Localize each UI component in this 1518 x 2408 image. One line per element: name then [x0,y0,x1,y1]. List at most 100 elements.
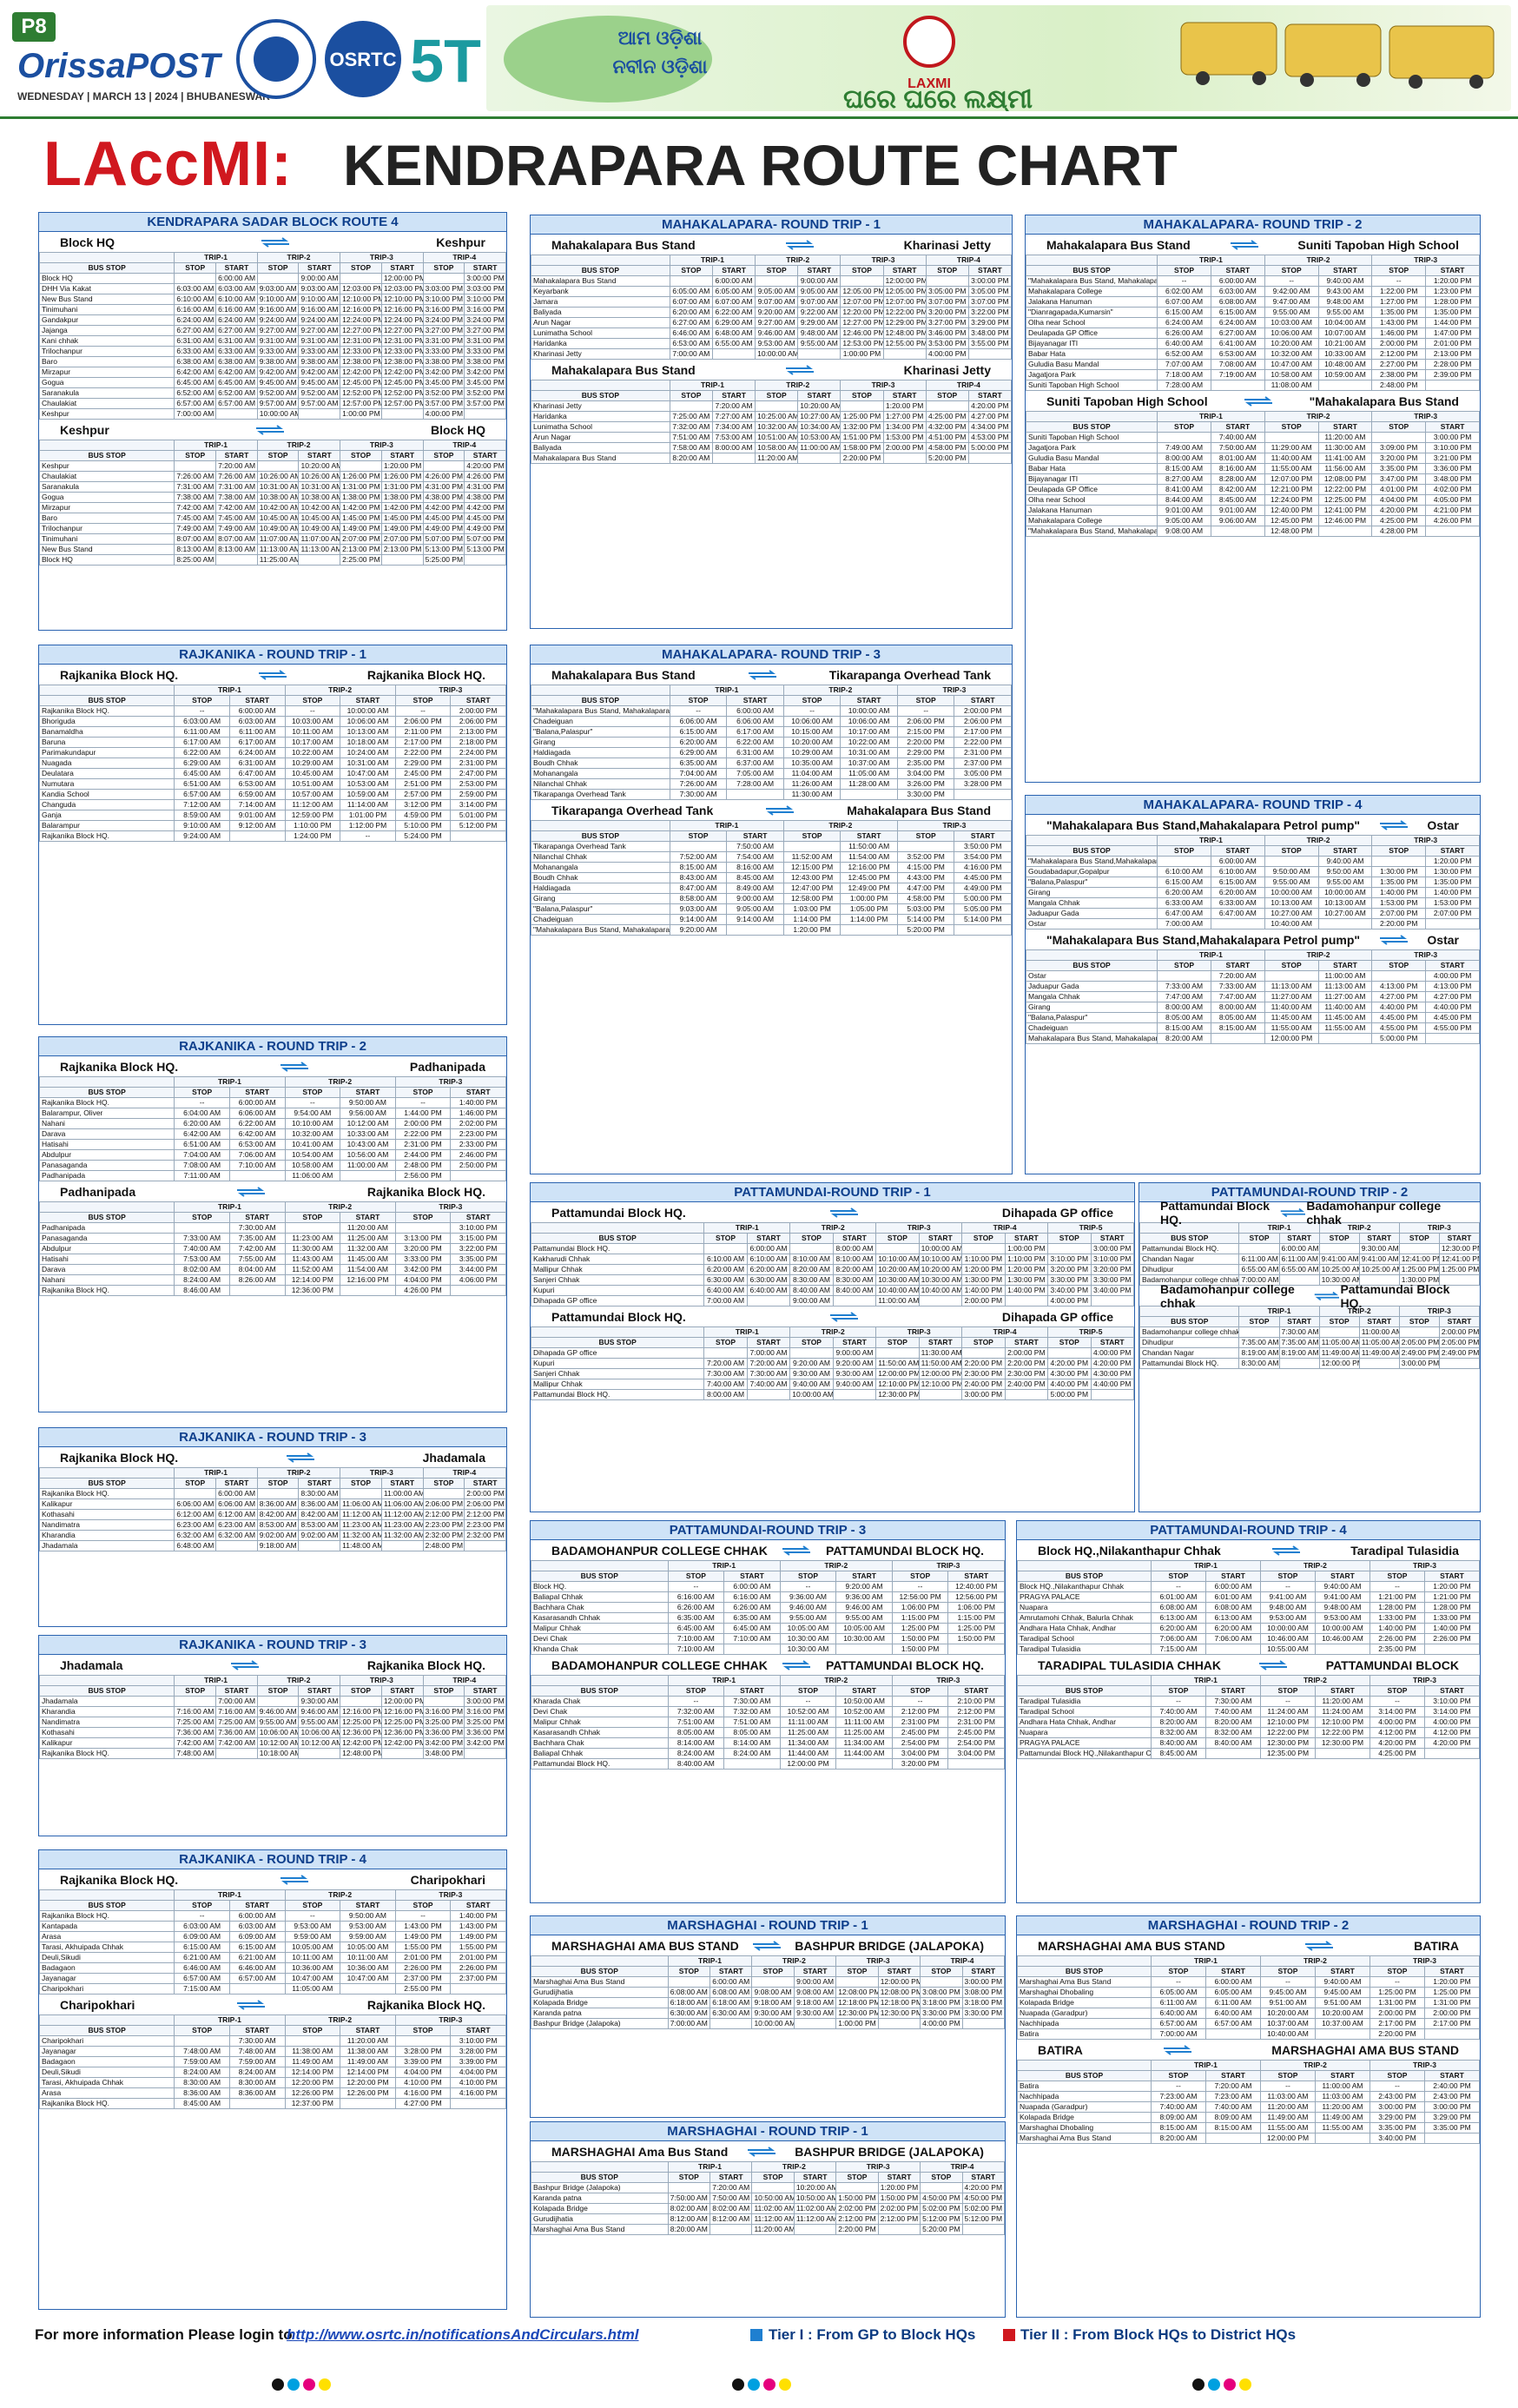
route-arrow [782,1545,811,1556]
time: 6:40:00 AM [703,1285,748,1296]
time: 9:59:00 AM [340,1931,396,1942]
bus-stop: "Mahakalapara Bus Stand, Mahakalapara CH… [1026,275,1158,287]
time: 2:26:00 PM [394,1962,452,1974]
timetable-row: Block HQ.,Nilakanthapur Chhak -- 6:00:00 A… [1017,1581,1480,1592]
time: 8:02:00 AM [667,2203,711,2214]
time: 10:10:00 AM [875,1254,920,1265]
time: 1:43:00 PM [1371,317,1427,328]
bus-stop: "Dianragapada,Kumarsin" [1026,307,1158,318]
column-header: START [961,2172,1005,2183]
header-cell [531,380,670,391]
time: 4:42:00 PM [464,502,506,513]
bus-stop: Parimakundapur [39,747,175,758]
time: 10:38:00 AM [298,492,341,503]
time: 12:53:00 PM [840,338,884,349]
time: 7:15:00 AM [174,1983,230,1995]
time: 7:42:00 AM [215,502,258,513]
time: 8:12:00 AM [667,2213,711,2225]
route-endpoints: Mahakalapara Bus Stand Tikarapanga Overhe… [531,665,1012,685]
time: 1:42:00 PM [340,502,382,513]
time: 1:49:00 PM [380,523,424,534]
time: 8:14:00 AM [667,1737,725,1749]
column-header: STOP [961,1337,1006,1348]
column-header: START [1423,1571,1480,1582]
bus-stop: Dihapada GP office [531,1347,705,1359]
time: 10:06:00 AM [1264,327,1319,339]
tagline: ଘରେ ଘରେ ଲକ୍ଷ୍ମୀ [843,85,1033,111]
column-header: BUS STOP [531,265,670,276]
time: 11:05:00 AM [840,768,898,779]
time: 3:14:00 PM [450,799,506,810]
time: 1:00:00 PM [340,408,382,420]
time: 7:40:00 AM [1210,432,1265,443]
timetable-row: Deuli,Sikudi 6:21:00 AM 6:21:00 AM 10:11:00… [39,1952,506,1963]
bus-stop: Goudabadapur,Gopalpur [1026,866,1158,877]
time [1238,1326,1280,1338]
time [789,1347,834,1359]
bus-stop: Kupuri [531,1285,705,1296]
bus-stop: Kandia School [39,789,175,800]
time: 6:22:00 AM [726,737,784,748]
time: 8:27:00 AM [1157,473,1211,485]
time: 10:32:00 AM [284,1128,341,1140]
route-arrow [237,1999,266,2010]
route-arrow [1163,2044,1191,2055]
time: 2:40:00 PM [1004,1379,1049,1390]
footer-url[interactable]: http://www.osrtc.in/notificationsAndCirc… [287,2326,639,2343]
column-header: START [1314,1966,1370,1977]
time: 11:38:00 AM [284,2046,341,2057]
time: 9:14:00 AM [669,914,728,925]
time: 5:01:00 PM [450,810,506,821]
time: 6:40:00 AM [746,1285,791,1296]
time: 6:31:00 AM [228,757,286,769]
bus-stop: Chandan Nagar [1139,1347,1240,1359]
timetable-row: Marshaghai Ama Bus Stand -- 6:00:00 AM -- 9:… [1017,1976,1480,1988]
trip-header: TRIP-1 [174,1467,258,1479]
time: 9:24:00 AM [298,314,341,326]
trip-header-row: TRIP-1 TRIP-2 TRIP-3 [39,685,506,696]
time: 9:42:00 AM [256,367,300,378]
time: 6:23:00 AM [215,1519,258,1531]
time [1423,1644,1480,1655]
time: 6:13:00 AM [1150,1612,1206,1624]
timetable: TRIP-1 TRIP-2 TRIP-3 TRIP-4 BUS STOP STOP STAR… [39,1675,506,1759]
timetable-row: Jagatjora Park 7:49:00 AM 7:50:00 AM 11:29:… [1026,442,1480,453]
time: 3:31:00 PM [422,335,465,347]
time: 7:08:00 AM [1210,359,1265,370]
time: 9:38:00 AM [256,356,300,367]
time: 10:31:00 AM [256,481,300,493]
time [228,1170,286,1181]
advert-art: ଆମ ଓଡ଼ିଶା ନବୀନ ଓଡ଼ିଶା LAXMI ଘରେ ଘରେ ଲକ୍ଷ… [504,16,1495,111]
timetable-row: Haridanka 7:25:00 AM 7:27:00 AM 10:25:00 AM… [531,411,1012,422]
time: 10:58:00 AM [284,1160,341,1171]
trip-header-row: TRIP-1 TRIP-2 TRIP-3 [531,1560,1005,1571]
column-header-row: BUS STOP STOP START STOP START STOP START STOP S… [39,262,506,274]
time: 3:29:00 PM [1423,2112,1480,2123]
timetable-row: Rajkanika Block HQ. -- 6:00:00 AM -- 9:50:00… [39,1097,506,1108]
time: 12:05:00 PM [840,286,884,297]
timetable-row: Kalikapur 7:42:00 AM 7:42:00 AM 10:12:00 AM… [39,1737,506,1749]
trip-header: TRIP-1 [1157,411,1265,422]
time: 9:03:00 AM [669,903,728,915]
time [380,1748,424,1759]
timetable-row: Chandan Nagar 8:19:00 AM 8:19:00 AM 11:49:0… [1139,1347,1480,1359]
bus-stop: Suniti Tapoban High School [1026,380,1158,391]
bus-stop: Taradipal School [1017,1633,1152,1644]
time [954,789,1012,800]
bus-stop: Mahakalapara College [1026,286,1158,297]
trip-header: TRIP-2 [789,1326,877,1338]
bus-stop: Block HQ [39,273,175,284]
route-arrow [1280,1207,1305,1217]
bus-stop: Olha near School [1026,317,1158,328]
time: 8:45:00 AM [1210,494,1265,506]
time: 8:53:00 AM [256,1519,300,1531]
time: 5:24:00 PM [394,830,452,842]
time: 1:14:00 PM [782,914,842,925]
column-header-row: BUS STOP STOP START STOP START STOP START STOP S… [531,1966,1005,1977]
trip-header: TRIP-1 [1150,1560,1261,1571]
time [877,2018,921,2029]
time: 4:20:00 PM [1371,505,1427,516]
time: 6:46:00 AM [228,1962,286,1974]
time: 6:21:00 AM [174,1952,230,1963]
time: 2:23:00 PM [450,1128,506,1140]
